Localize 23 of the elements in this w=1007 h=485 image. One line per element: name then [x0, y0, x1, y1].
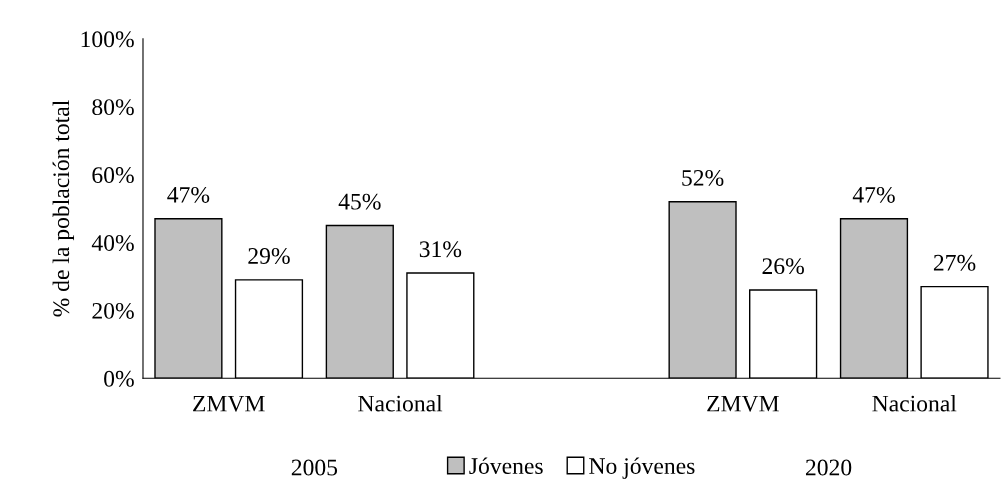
text: 2005: [291, 459, 338, 476]
y-tick-label: 60%: [92, 167, 134, 184]
x-tick-label: Nacional: [872, 394, 957, 412]
legend-label: Jóvenes: [469, 457, 543, 475]
data-label: 52%: [682, 169, 724, 186]
data-label: 27%: [933, 254, 976, 271]
data-label: 47%: [167, 186, 210, 203]
y-tick-label: 0%: [104, 370, 134, 387]
y-axis-title: % de la población total: [52, 100, 75, 317]
y-tick-label: 100%: [81, 31, 134, 48]
legend-label: No jóvenes: [589, 457, 695, 479]
data-label: 45%: [338, 193, 381, 210]
data-label: 47%: [852, 186, 895, 203]
data-label: 26%: [762, 258, 804, 275]
text: 2020: [805, 459, 852, 476]
data-label: 31%: [419, 241, 462, 258]
x-tick-label: ZMVM: [707, 395, 779, 412]
data-label: 29%: [248, 248, 290, 265]
x-tick-label: Nacional: [358, 394, 443, 412]
y-tick-label: 20%: [92, 302, 134, 319]
x-tick-label: ZMVM: [193, 395, 265, 412]
y-tick-label: 80%: [92, 99, 134, 116]
y-tick-label: 40%: [91, 234, 134, 251]
